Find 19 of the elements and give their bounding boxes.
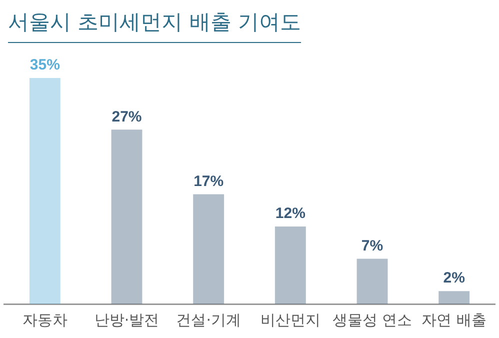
chart-title: 서울시 초미세먼지 배출 기여도 (8, 8, 302, 43)
bar (29, 78, 60, 304)
x-tick-label: 비산먼지 (260, 310, 320, 329)
data-label: 2% (443, 270, 465, 287)
bar (274, 226, 306, 304)
data-label: 35% (30, 56, 60, 74)
bar (111, 130, 142, 304)
data-label: 7% (361, 237, 384, 254)
x-tick-label: 자동차 (22, 310, 68, 329)
data-label: 12% (275, 205, 306, 222)
data-label: 27% (112, 108, 142, 126)
x-tick-label: 생물성 연소 (332, 310, 412, 329)
data-label: 17% (194, 172, 224, 190)
bar (193, 194, 224, 304)
bar (356, 258, 388, 304)
x-tick-label: 자연 배출 (422, 310, 486, 329)
x-tick-label: 건설·기계 (176, 310, 241, 329)
bar (438, 291, 470, 304)
x-tick-label: 난방·발전 (94, 310, 160, 329)
